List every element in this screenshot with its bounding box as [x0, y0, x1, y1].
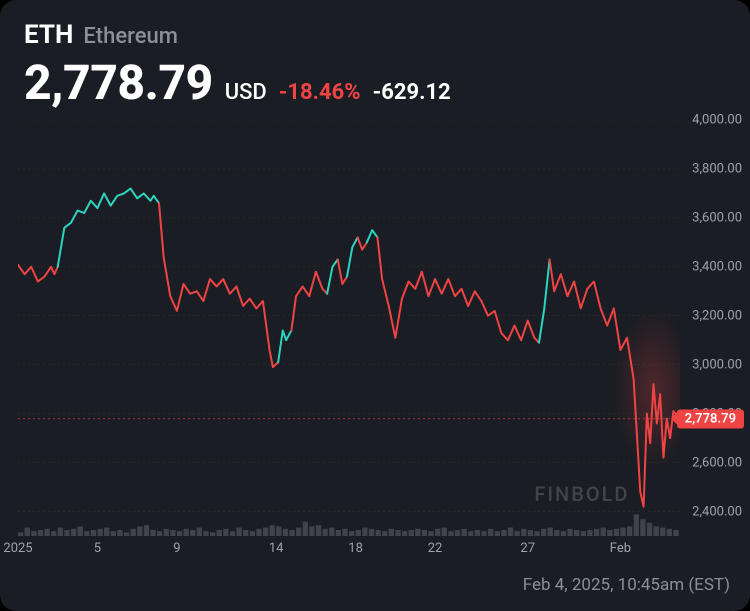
ticker-row: ETH Ethereum: [24, 20, 726, 50]
x-tick-label: Feb: [610, 541, 631, 556]
chart-header: ETH Ethereum 2,778.79 USD -18.46% -629.1…: [0, 20, 750, 111]
y-axis: 4,000.003,800.003,600.003,400.003,200.00…: [682, 120, 742, 536]
y-tick-label: 3,000.00: [692, 357, 742, 372]
x-tick-label: 18: [348, 541, 363, 556]
chart-svg: [18, 120, 680, 536]
price-chart-card: ETH Ethereum 2,778.79 USD -18.46% -629.1…: [0, 0, 750, 611]
x-tick-label: 5: [94, 541, 101, 556]
x-tick-label: 2025: [3, 541, 32, 556]
x-axis: 20255914182227Feb: [18, 541, 680, 561]
x-tick-label: 22: [428, 541, 443, 556]
current-price: 2,778.79: [24, 54, 213, 111]
y-tick-label: 3,200.00: [692, 308, 742, 323]
x-tick-label: 14: [269, 541, 284, 556]
y-tick-label: 3,400.00: [692, 259, 742, 274]
asset-ticker: ETH: [24, 20, 73, 50]
y-tick-label: 2,400.00: [692, 504, 742, 519]
y-tick-label: 2,600.00: [692, 455, 742, 470]
abs-change: -629.12: [373, 80, 451, 105]
chart-timestamp: Feb 4, 2025, 10:45am (EST): [523, 575, 730, 595]
x-tick-label: 9: [173, 541, 180, 556]
current-price-tag: 2,778.79: [677, 409, 744, 428]
asset-name: Ethereum: [83, 24, 178, 49]
currency-label: USD: [225, 80, 267, 105]
chart-plot-area: [18, 120, 680, 536]
y-tick-label: 3,600.00: [692, 210, 742, 225]
pct-change: -18.46%: [279, 80, 361, 105]
current-price-tag-label: 2,778.79: [685, 411, 736, 426]
watermark: FINBOLD: [534, 482, 629, 506]
price-row: 2,778.79 USD -18.46% -629.12: [24, 54, 726, 111]
y-tick-label: 4,000.00: [692, 113, 742, 128]
x-tick-label: 27: [520, 541, 535, 556]
y-tick-label: 3,800.00: [692, 161, 742, 176]
